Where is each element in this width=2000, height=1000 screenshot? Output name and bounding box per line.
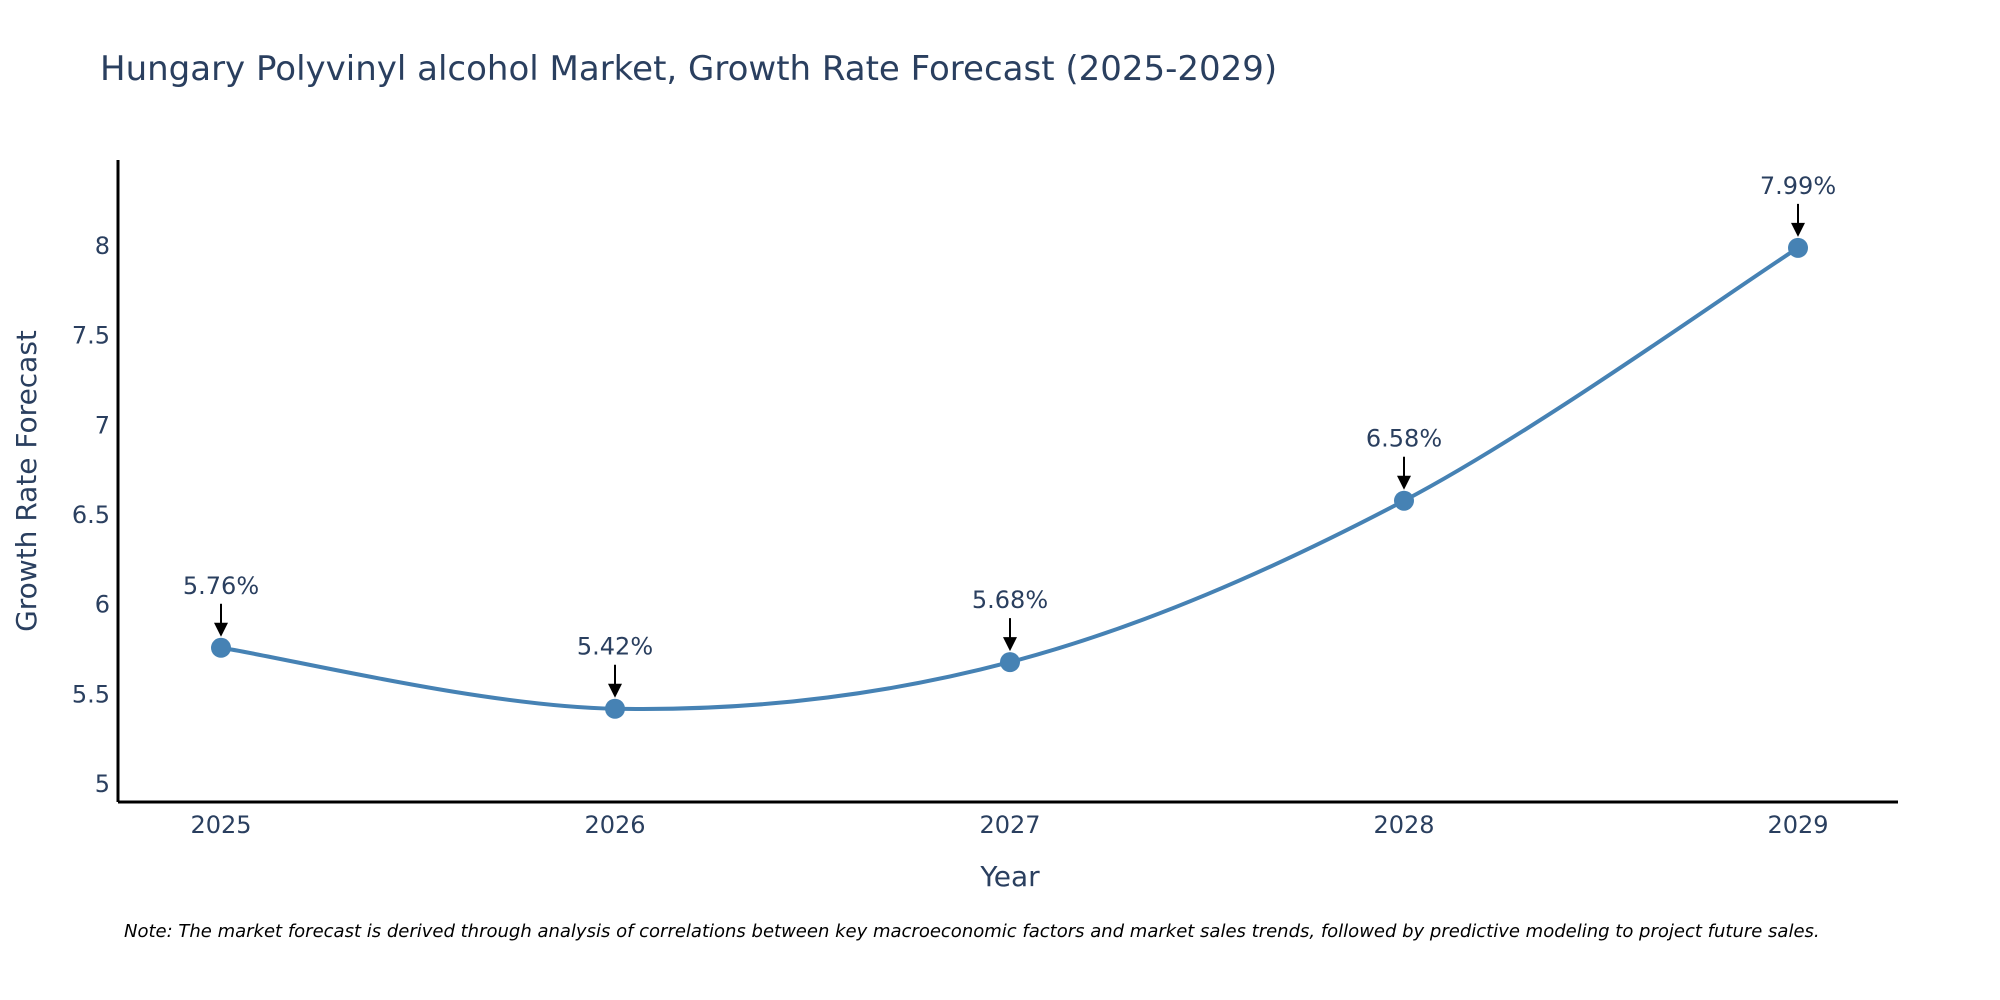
data-label: 5.76%	[183, 572, 259, 600]
footnote: Note: The market forecast is derived thr…	[124, 921, 1820, 942]
data-label: 5.42%	[577, 633, 653, 661]
y-tick-label: 5	[95, 770, 110, 798]
y-tick-label: 6.5	[72, 501, 110, 529]
annotation-arrowhead	[608, 683, 622, 698]
y-tick-label: 7.5	[72, 322, 110, 350]
y-tick-label: 8	[95, 232, 110, 260]
data-annotation: 5.68%	[972, 586, 1048, 652]
annotation-arrowhead	[1791, 222, 1805, 237]
chart-title: Hungary Polyvinyl alcohol Market, Growth…	[100, 49, 1277, 89]
y-tick-label: 6	[95, 591, 110, 619]
annotation-arrowhead	[1397, 475, 1411, 490]
x-tick-label: 2025	[190, 811, 251, 839]
x-axis-title: Year	[979, 860, 1040, 893]
y-axis-title: Growth Rate Forecast	[10, 330, 43, 632]
data-point	[1788, 237, 1808, 258]
data-label: 5.68%	[972, 586, 1048, 614]
x-tick-labels: 2025 2026 2027 2028 2029	[190, 811, 1828, 839]
annotation-arrowhead	[214, 622, 228, 637]
annotation-arrowhead	[1003, 637, 1017, 652]
data-annotation: 5.42%	[577, 633, 653, 698]
data-point	[1000, 652, 1020, 673]
y-tick-label: 5.5	[72, 680, 110, 708]
data-point	[605, 698, 625, 719]
data-label: 7.99%	[1760, 172, 1836, 200]
x-tick-label: 2029	[1767, 811, 1828, 839]
data-annotation: 5.76%	[183, 572, 259, 637]
data-point	[211, 637, 231, 658]
x-tick-label: 2026	[584, 811, 645, 839]
data-label: 6.58%	[1366, 425, 1442, 453]
data-markers	[211, 237, 1808, 719]
data-annotation: 6.58%	[1366, 425, 1442, 490]
data-annotation: 7.99%	[1760, 172, 1836, 237]
x-tick-label: 2028	[1373, 811, 1434, 839]
y-tick-labels: 5 5.5 6 6.5 7 7.5 8	[72, 232, 110, 798]
data-point	[1394, 490, 1414, 511]
x-tick-label: 2027	[979, 811, 1040, 839]
y-tick-label: 7	[95, 411, 110, 439]
data-annotations: 5.76% 5.42% 5.68% 6.58% 7.99%	[183, 172, 1836, 698]
